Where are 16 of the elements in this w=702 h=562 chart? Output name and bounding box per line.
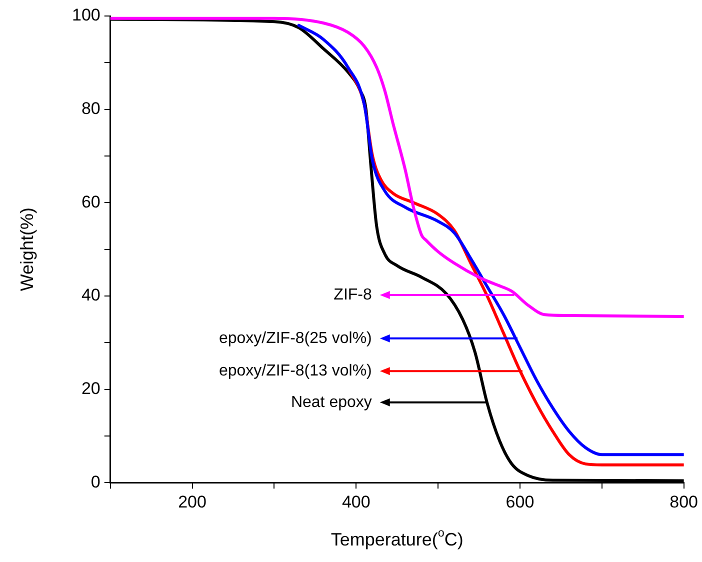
- y-tick-label: 80: [81, 99, 100, 118]
- annotation: Neat epoxy: [290, 394, 372, 411]
- y-tick-label: 40: [81, 286, 100, 305]
- y-axis-title: Weight(%): [16, 207, 37, 292]
- annotation: epoxy/ZIF-8(25 vol%): [218, 330, 372, 347]
- x-tick-label: 400: [342, 492, 370, 512]
- x-tick-label: 200: [178, 492, 206, 512]
- y-tick-label: 20: [81, 378, 100, 398]
- annotation: ZIF-8: [334, 286, 372, 304]
- x-tick-label: 600: [506, 492, 534, 512]
- annotation: epoxy/ZIF-8(13 vol%): [218, 362, 372, 380]
- x-tick-label: 800: [670, 492, 698, 512]
- y-tick-label: 100: [72, 6, 100, 25]
- line-series: [110, 16, 684, 318]
- y-tick-label: 0: [90, 472, 100, 492]
- y-tick-label: 60: [81, 192, 100, 212]
